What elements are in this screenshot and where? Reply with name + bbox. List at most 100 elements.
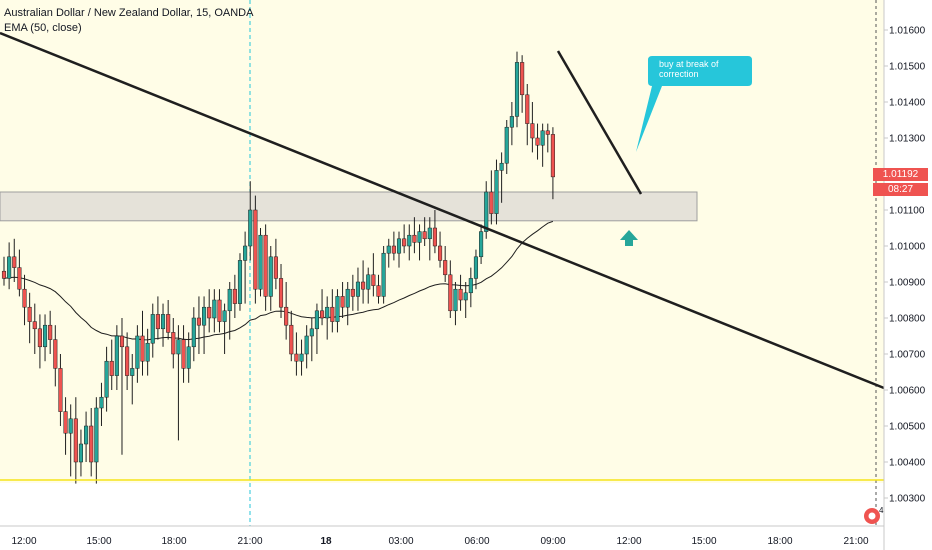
candle-body: [114, 335, 119, 376]
time-label: 12:00: [11, 536, 36, 547]
time-label: 18:00: [767, 536, 792, 547]
candle-body: [294, 353, 299, 362]
countdown-tag: 08:27: [873, 183, 928, 196]
candle: [499, 152, 504, 203]
settings-icon[interactable]: [864, 508, 880, 524]
candle-body: [130, 368, 135, 376]
candle: [202, 296, 207, 354]
candle-body: [412, 234, 417, 243]
candle-body: [176, 339, 181, 355]
candle-body: [525, 94, 530, 124]
candle-body: [514, 62, 520, 117]
chart-title: Australian Dollar / New Zealand Dollar, …: [4, 7, 254, 19]
candle: [407, 224, 412, 261]
candle: [17, 249, 22, 297]
candle-body: [504, 126, 509, 164]
candle-body: [535, 137, 540, 146]
candle-body: [289, 324, 294, 355]
candle: [396, 231, 402, 268]
candle-body: [361, 281, 366, 290]
candle: [273, 238, 278, 290]
price-label: 1.01100: [889, 206, 925, 217]
candle: [535, 123, 540, 160]
candle-body: [99, 396, 104, 409]
candle-body: [58, 368, 63, 412]
callout-bubble[interactable]: [636, 56, 752, 152]
resistance-zone[interactable]: [0, 191, 698, 222]
candle-body: [248, 209, 253, 247]
candle: [540, 123, 545, 167]
candle: [196, 296, 201, 354]
candle: [227, 282, 232, 340]
candle-body: [1, 270, 7, 279]
candle-body: [309, 328, 314, 337]
candle: [494, 159, 499, 225]
candle: [325, 296, 330, 340]
candle-body: [150, 314, 155, 344]
time-label: 18: [320, 536, 332, 547]
buy-arrow[interactable]: [620, 230, 638, 246]
candle: [350, 274, 355, 311]
candle: [366, 267, 371, 304]
candle: [330, 289, 335, 333]
candle-body: [499, 162, 504, 171]
indicator-label[interactable]: EMA (50, close): [4, 22, 82, 34]
candle: [89, 408, 94, 477]
candle-body: [438, 245, 443, 261]
price-label: 1.00500: [889, 422, 926, 433]
candle-body: [407, 234, 412, 247]
candle-body: [391, 245, 396, 254]
candle-body: [463, 292, 468, 301]
candle-body: [325, 306, 330, 319]
candle-body: [89, 425, 94, 463]
candle-body: [509, 116, 514, 128]
time-label: 09:00: [540, 536, 565, 547]
candle-body: [202, 306, 207, 326]
candle: [417, 224, 422, 261]
price-label: 1.00300: [889, 494, 926, 505]
candle-body: [135, 335, 140, 369]
candle-body: [171, 332, 176, 355]
candle: [473, 249, 479, 290]
candle-body: [381, 252, 386, 297]
candle: [48, 310, 53, 354]
candle-body: [17, 267, 22, 290]
candle-body: [78, 443, 84, 463]
candle: [391, 231, 396, 261]
candle: [289, 310, 294, 362]
candle-body: [453, 288, 458, 312]
candle-body: [73, 418, 78, 463]
candle: [145, 328, 150, 376]
candle-body: [489, 191, 494, 214]
candle-body: [278, 278, 284, 308]
candle-body: [550, 134, 555, 178]
time-label: 15:00: [691, 536, 716, 547]
candle: [212, 289, 217, 333]
price-axis[interactable]: 1.01600 1.01500 1.01400 1.01300 1.01100 1.010…: [884, 26, 926, 505]
candle: [160, 303, 166, 347]
candle-body: [22, 288, 27, 308]
candle: [37, 314, 42, 369]
candle-body: [314, 310, 319, 330]
candle-body: [258, 234, 263, 290]
candle: [114, 325, 119, 390]
candle: [248, 181, 253, 261]
candle-body: [320, 310, 325, 319]
price-label: 1.00800: [889, 314, 926, 325]
trendline-minor[interactable]: [556, 50, 643, 195]
candle: [304, 325, 309, 369]
candle-body: [366, 274, 371, 290]
trendline-major[interactable]: [0, 31, 885, 390]
candle: [140, 310, 145, 376]
candle-body: [186, 346, 191, 369]
candle: [320, 289, 325, 326]
candle-body: [530, 123, 535, 139]
candle-body: [263, 234, 268, 297]
ema-line[interactable]: [3, 220, 554, 341]
candle-body: [284, 306, 289, 326]
candle-body: [448, 274, 453, 312]
candle: [278, 264, 284, 318]
time-axis[interactable]: 12:00 15:00 18:00 21:00 18 03:00 06:00 09:00 12:…: [11, 536, 868, 547]
